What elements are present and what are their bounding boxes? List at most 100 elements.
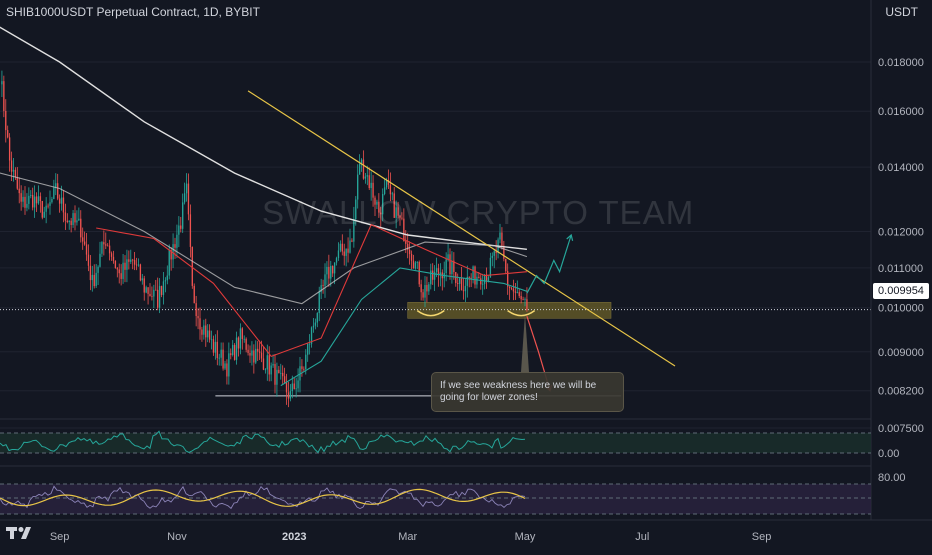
candle-body [183,193,186,203]
candle-body [118,269,120,274]
candle-body [291,383,293,392]
candle-body [430,270,432,285]
candle-body [312,325,315,328]
currency-label: USDT [885,5,918,19]
candle-body [435,268,438,272]
candle-body [393,193,395,218]
candle-body [339,243,342,251]
candle-body [205,325,207,338]
candle-body [120,273,122,279]
candle-body [266,355,268,370]
candle-body [82,237,84,242]
candle-body [330,265,332,279]
candle-body [308,343,311,345]
candle-body [108,245,111,254]
candle-body [145,287,147,293]
tradingview-logo-icon[interactable] [6,525,32,543]
candle-body [216,341,218,359]
candle-body [245,338,247,350]
candle-body [7,130,9,138]
candle-body [485,274,488,281]
candle-body [364,176,367,179]
annotation-callout[interactable]: If we see weakness here we will be going… [431,372,624,412]
candle-body [512,288,515,292]
candle-body [387,179,390,185]
candle-body [143,278,145,293]
descending-trendline [247,90,676,367]
candle-body [122,262,124,279]
candle-body [33,196,36,208]
candle-body [14,169,17,177]
candle-body [80,218,82,238]
candle-body [22,196,24,202]
candle-body [168,250,170,276]
candle-body [210,339,213,341]
candle-body [362,159,365,179]
candle-body [426,285,428,292]
candle-body [251,350,253,356]
candle-body [268,355,270,375]
candle-body [391,193,393,195]
candle-body [472,266,474,279]
candle-body [232,345,234,355]
candle-body [274,364,276,385]
candle-body [253,350,255,363]
candle-body [157,289,159,308]
moving-average-white [0,26,527,250]
candle-body [518,292,520,297]
candle-body [72,213,74,226]
candle-body [397,207,399,216]
candle-body [433,271,436,280]
candle-body [516,292,518,293]
candle-body [366,175,368,177]
candle-body [460,278,463,291]
candle-body [480,278,482,285]
candle-body [139,264,142,281]
candle-body [103,242,105,245]
candle-body [32,195,34,208]
indicator2-fast-line [0,485,526,510]
candle-body [141,278,143,281]
candle-body [207,330,209,338]
candle-body [405,241,407,244]
candle-body [85,244,88,255]
candle-body [520,296,522,300]
price-tick-label: 0.008200 [878,386,924,398]
candle-body [493,251,495,256]
candle-body [482,283,484,285]
candle-body [458,278,461,284]
price-tick-label: 0.010000 [878,303,924,315]
candle-body [462,290,465,292]
candle-body [378,201,380,213]
candle-body [289,391,292,399]
bottom-curve-marker [416,310,445,317]
candle-body [385,179,388,188]
candle-body [45,205,47,212]
candle-body [437,268,440,275]
time-tick-label: Mar [398,531,417,543]
candle-body [420,284,422,293]
candle-body [182,202,184,229]
candle-body [189,214,192,247]
candle-body [201,329,203,335]
candle-body [295,388,297,390]
candle-body [158,286,161,308]
candle-body [62,197,65,213]
candle-body [318,292,320,314]
candle-body [276,369,278,385]
candle-body [153,289,155,297]
candle-body [257,348,259,352]
candle-body [239,328,242,349]
candle-body [137,264,140,266]
candle-body [305,354,307,370]
moving-average-red [96,223,527,358]
candle-body [101,242,103,254]
annotation-text: If we see weakness here we will be going… [440,380,597,403]
candle-body [26,203,28,208]
candle-body [280,372,282,374]
candle-body [8,137,11,161]
candle-body [185,183,188,194]
candle-body [491,255,493,258]
